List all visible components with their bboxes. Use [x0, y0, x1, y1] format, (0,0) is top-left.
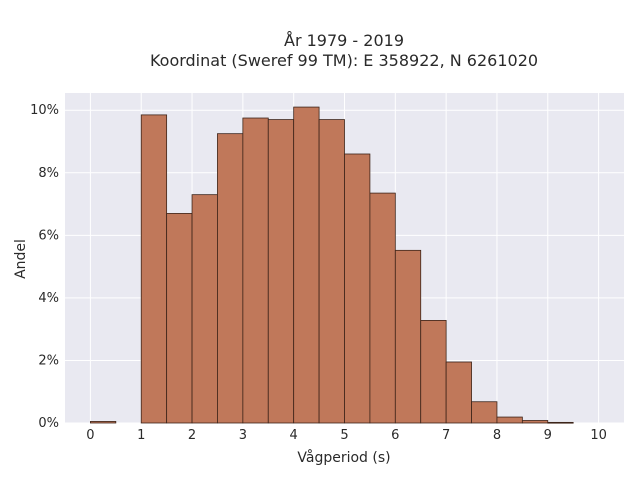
- x-tick-label: 1: [137, 428, 145, 443]
- x-tick-label: 5: [340, 428, 348, 443]
- histogram-bar: [318, 119, 345, 424]
- chart-title-line-1: År 1979 - 2019: [284, 31, 404, 50]
- x-tick-label: 4: [290, 428, 298, 443]
- y-axis-ticks: 0% 2% 4% 6% 8% 10%: [30, 103, 59, 431]
- histogram-bar: [445, 361, 472, 424]
- x-tick-label: 8: [493, 428, 501, 443]
- histogram-bar: [191, 194, 218, 424]
- histogram-bar: [293, 106, 320, 424]
- chart-title-line-2: Koordinat (Sweref 99 TM): E 358922, N 62…: [150, 51, 538, 70]
- x-tick-label: 7: [442, 428, 450, 443]
- histogram-bar: [217, 133, 244, 424]
- y-tick-label: 0%: [38, 416, 59, 431]
- y-axis-label: Andel: [13, 239, 29, 279]
- x-tick-label: 2: [188, 428, 196, 443]
- y-tick-label: 10%: [30, 103, 59, 118]
- x-axis-label: Vågperiod (s): [297, 449, 390, 466]
- histogram-bar: [394, 249, 422, 424]
- histogram-bar: [547, 421, 574, 424]
- x-tick-label: 10: [590, 428, 607, 443]
- histogram-bar: [521, 420, 549, 424]
- histogram-bar: [242, 117, 269, 424]
- histogram-bar: [90, 421, 117, 424]
- histogram-bar: [140, 114, 168, 424]
- histogram-bars: [90, 106, 574, 424]
- x-tick-label: 3: [239, 428, 247, 443]
- histogram-bar: [420, 320, 447, 424]
- x-tick-label: 6: [391, 428, 399, 443]
- x-tick-label: 0: [86, 428, 94, 443]
- y-tick-label: 2%: [38, 353, 59, 368]
- x-axis-ticks: 0 1 2 3 4 5 6 7 8 9 10: [86, 428, 607, 443]
- histogram-bar: [166, 213, 193, 424]
- y-tick-label: 6%: [38, 228, 59, 243]
- histogram-bar: [267, 119, 295, 424]
- y-tick-label: 4%: [38, 291, 59, 306]
- histogram-bar: [496, 416, 523, 424]
- histogram-bar: [344, 153, 371, 424]
- histogram-bar: [471, 401, 498, 424]
- x-tick-label: 9: [544, 428, 552, 443]
- histogram-bar: [369, 192, 396, 424]
- y-tick-label: 8%: [38, 166, 59, 181]
